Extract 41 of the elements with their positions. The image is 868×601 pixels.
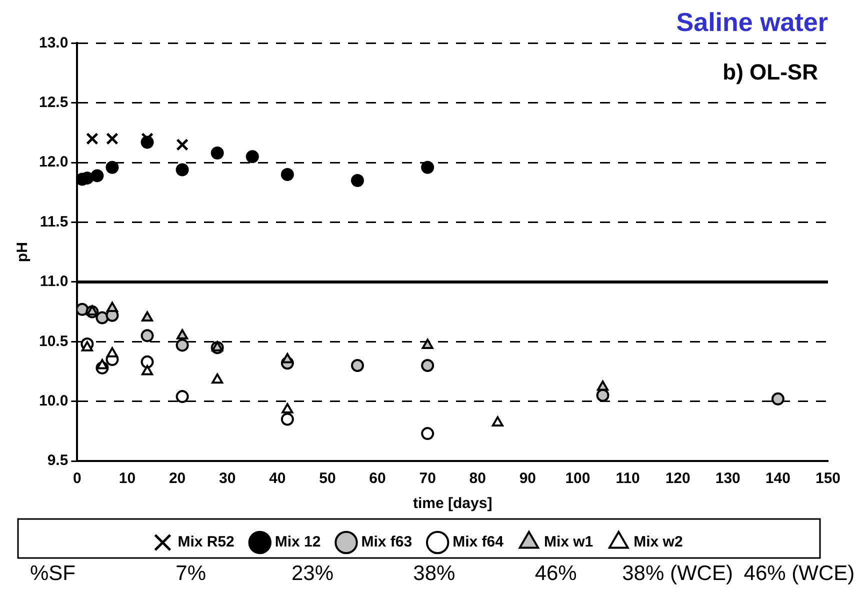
- text: 38% (WCE): [621, 562, 734, 586]
- x-tick-label: 40: [269, 470, 286, 488]
- text: 46% (WCE): [742, 562, 856, 586]
- legend-label: Mix w2: [634, 534, 683, 551]
- y-tick-label: 12.5: [38, 94, 68, 112]
- x-tick-label: 100: [565, 470, 590, 488]
- text: 7%: [174, 562, 208, 586]
- y-tick-label: 10.0: [38, 392, 68, 410]
- text: 23%: [290, 562, 335, 586]
- y-tick-label: 12.0: [38, 154, 68, 171]
- x-tick-label: 70: [419, 470, 436, 488]
- y-tick-label: 9.5: [47, 452, 68, 470]
- text: 38%: [412, 562, 456, 586]
- x-tick-label: 90: [519, 470, 536, 488]
- x-tick-label: 10: [118, 470, 136, 488]
- x-tick-label: 30: [219, 470, 236, 488]
- x-tick-label: 150: [815, 470, 841, 488]
- x-tick-label: 110: [616, 470, 640, 488]
- x-tick-label: 60: [369, 470, 386, 488]
- x-tick-label: 50: [319, 470, 336, 488]
- x-tick-label: 80: [469, 470, 486, 488]
- text: 46%: [534, 562, 578, 586]
- y-tick-label: 11.0: [40, 273, 68, 290]
- legend-label: Mix R52: [178, 534, 234, 551]
- x-tick-label: 120: [665, 470, 690, 488]
- legend-label: Mix w1: [544, 534, 594, 551]
- y-tick-label: 11.5: [40, 213, 68, 230]
- y-axis-title: pH: [14, 242, 32, 262]
- legend-label: Mix f63: [361, 534, 412, 551]
- x-tick-label: 20: [168, 470, 186, 488]
- x-tick-label: 0: [73, 470, 82, 488]
- chart-title: Saline water: [676, 6, 828, 37]
- legend-label: Mix f64: [452, 534, 504, 551]
- x-tick-label: 130: [715, 470, 740, 488]
- x-axis-title: time [days]: [412, 495, 492, 512]
- y-tick-label: 13.0: [38, 34, 68, 52]
- annotation: b) OL-SR: [722, 59, 818, 84]
- x-tick-label: 140: [765, 470, 790, 488]
- text: %SF: [30, 562, 77, 586]
- legend-label: Mix 12: [274, 534, 321, 551]
- y-tick-label: 10.5: [38, 332, 68, 350]
